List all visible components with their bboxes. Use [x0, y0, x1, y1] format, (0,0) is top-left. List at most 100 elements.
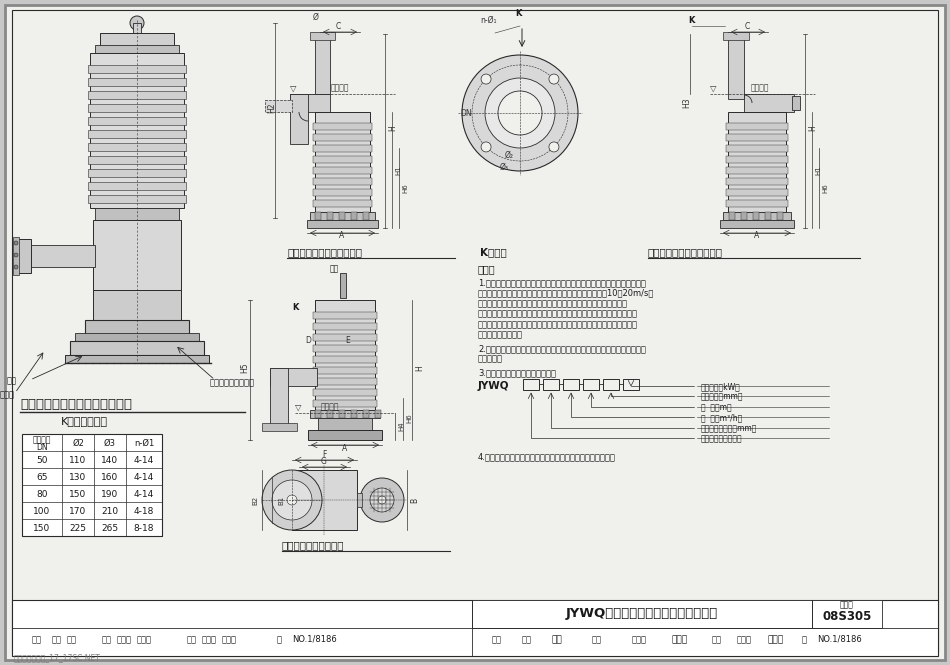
Circle shape [130, 16, 144, 30]
Text: 170: 170 [69, 507, 86, 516]
Text: 4-18: 4-18 [134, 507, 154, 516]
Bar [313, 389, 377, 396]
Bar [313, 312, 377, 319]
Text: 100: 100 [33, 507, 50, 516]
Text: H3: H3 [682, 98, 691, 108]
Text: 图集号: 图集号 [840, 600, 854, 609]
Bar [357, 493, 362, 507]
Bar [313, 367, 377, 374]
Bar [327, 410, 333, 418]
Text: n-Ø1: n-Ø1 [134, 439, 154, 448]
Bar [741, 212, 747, 220]
Text: 的生活污水，含混沙量较多的地下汽车库废水等沉淀物较多，停留时间较: 的生活污水，含混沙量较多的地下汽车库废水等沉淀物较多，停留时间较 [478, 320, 638, 329]
Bar [315, 410, 321, 418]
Text: 80: 80 [36, 490, 48, 499]
Text: C: C [745, 22, 750, 31]
Bar [75, 333, 199, 341]
Bar [723, 32, 749, 40]
Text: 页: 页 [277, 635, 282, 644]
Bar [777, 212, 783, 220]
Bar [315, 34, 330, 94]
Text: 最低水位: 最低水位 [321, 402, 339, 411]
Text: 李之: 李之 [552, 635, 562, 644]
Text: H4: H4 [398, 421, 404, 431]
Text: K: K [515, 9, 522, 18]
Circle shape [14, 253, 18, 257]
Text: 2.该泵泵体材质有铸铁和不锈钢两种，若用于抽升腐蚀性液体时，应选用不: 2.该泵泵体材质有铸铁和不锈钢两种，若用于抽升腐蚀性液体时，应选用不 [478, 344, 646, 353]
Circle shape [462, 55, 578, 171]
Bar [720, 220, 794, 228]
Bar [313, 200, 372, 207]
Text: 自动搅匀潜水排污泵: 自动搅匀潜水排污泵 [701, 434, 743, 444]
Circle shape [549, 142, 559, 152]
Circle shape [14, 265, 18, 269]
Text: H1: H1 [815, 165, 821, 175]
Text: JYWQ: JYWQ [478, 380, 509, 390]
Text: 圆螺母: 圆螺母 [0, 390, 15, 399]
Bar [339, 212, 345, 220]
Bar [375, 410, 381, 418]
Text: C: C [335, 22, 341, 31]
Text: 典尚建筑景材网_17_17SC.NET: 典尚建筑景材网_17_17SC.NET [14, 653, 101, 662]
Text: 搅匀直径（mm）: 搅匀直径（mm） [701, 392, 744, 402]
Text: D: D [305, 336, 311, 345]
Bar [723, 212, 791, 220]
Bar [315, 112, 370, 212]
Text: Ø: Ø [313, 13, 319, 22]
Text: B: B [410, 497, 419, 503]
Text: 150: 150 [69, 490, 86, 499]
Text: 固定自耦式安装外形图: 固定自耦式安装外形图 [282, 540, 345, 550]
Circle shape [262, 470, 322, 530]
Text: E: E [345, 336, 350, 345]
Bar [88, 182, 186, 190]
Text: JYWQ系列自动搅匀潜水排污泵外形图: JYWQ系列自动搅匀潜水排污泵外形图 [566, 608, 718, 620]
Text: 路志锋: 路志锋 [202, 635, 217, 644]
Circle shape [14, 241, 18, 245]
Text: 扬  程（m）: 扬 程（m） [701, 403, 732, 412]
Text: 李文: 李文 [522, 635, 532, 644]
Text: 1.自动搅匀潜水排污泵系在普通型潜水排污泵的基础上设计有一个特殊的引: 1.自动搅匀潜水排污泵系在普通型潜水排污泵的基础上设计有一个特殊的引 [478, 278, 646, 287]
Text: A: A [754, 231, 760, 240]
Text: 李文: 李文 [52, 635, 62, 644]
Text: ▽: ▽ [290, 84, 296, 93]
Text: 史红光: 史红光 [672, 635, 688, 644]
Text: 电机功率（kW）: 电机功率（kW） [701, 382, 741, 391]
Text: 排出口公称直径（mm）: 排出口公称直径（mm） [701, 424, 757, 433]
Text: H: H [388, 125, 397, 131]
Text: B2: B2 [252, 495, 258, 505]
Bar [729, 212, 735, 220]
Bar [88, 143, 186, 151]
Bar [726, 189, 788, 196]
Bar [623, 378, 639, 390]
Bar [313, 189, 372, 196]
Text: A: A [339, 231, 345, 240]
Bar [88, 169, 186, 177]
Bar [17, 239, 31, 273]
Text: 160: 160 [102, 473, 119, 482]
Text: H: H [808, 125, 817, 131]
Text: K向法兰尺寸表: K向法兰尺寸表 [61, 416, 107, 426]
Text: 出口直径: 出口直径 [32, 435, 51, 444]
Text: DN: DN [460, 108, 471, 118]
Text: ▽: ▽ [295, 403, 301, 412]
Bar [313, 123, 372, 130]
Bar [12, 600, 938, 656]
Bar [88, 78, 186, 86]
Text: Ø₂: Ø₂ [505, 151, 514, 160]
Bar [726, 167, 788, 174]
Bar [30, 245, 95, 267]
Bar [583, 378, 599, 390]
Bar [603, 378, 619, 390]
Bar [308, 430, 382, 440]
Bar [307, 220, 378, 228]
Bar [726, 200, 788, 207]
Text: A: A [342, 444, 348, 453]
Text: 软管连接移动式安装外形图: 软管连接移动式安装外形图 [287, 247, 362, 257]
Text: F: F [322, 450, 326, 459]
Text: 4.本页根据上海熊猫机械（集团）有限公司提供的资料编制。: 4.本页根据上海熊猫机械（集团）有限公司提供的资料编制。 [478, 452, 616, 462]
Text: 设计: 设计 [712, 635, 722, 644]
Text: 导轨: 导轨 [330, 264, 339, 273]
Text: 长的污、废水抽升。: 长的污、废水抽升。 [478, 331, 523, 340]
Text: NO.1/8186: NO.1/8186 [817, 635, 862, 644]
Text: 锈钢材质。: 锈钢材质。 [478, 354, 503, 364]
